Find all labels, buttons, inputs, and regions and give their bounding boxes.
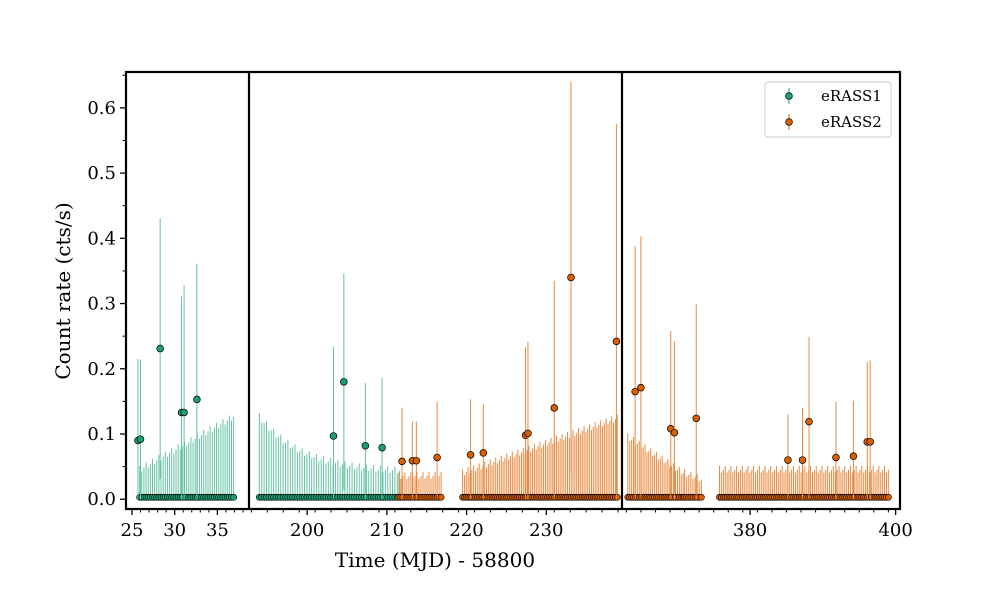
eRASS2-detection [524,429,532,438]
x-tick-label: 210 [370,520,404,541]
y-tick-label: 0.4 [87,228,116,249]
x-tick-label: 220 [449,520,483,541]
eRASS2-detection [398,457,406,466]
eRASS1-detection [180,408,188,417]
eRASS2-point [884,493,892,501]
x-tick-label: 400 [878,520,912,541]
eRASS2-detection [798,456,807,464]
eRASS2-detection [637,383,645,392]
eRASS2-detection [832,453,840,462]
eRASS1-detection [156,344,164,353]
y-tick-label: 0.3 [87,294,116,315]
eRASS1-detection [340,378,348,386]
panel-1-marks [134,218,238,501]
eRASS1-detection [193,395,201,404]
eRASS1-detection [361,441,370,450]
eRASS2-detection [692,414,700,423]
x-tick-label: 25 [121,520,144,541]
eRASS2-detection [412,456,421,465]
legend-label: eRASS1 [821,87,882,105]
eRASS2-detection [670,428,679,437]
eRASS2-point [437,493,445,501]
y-tick-label: 0.0 [87,489,116,510]
panel-frames [124,70,902,511]
x-tick-label: 35 [206,520,229,541]
legend: eRASS1 eRASS2 [764,81,892,138]
eRASS2-detection [550,404,559,412]
legend-box [764,81,892,138]
eRASS2-detection [849,452,858,460]
eRASS2-point [613,493,621,501]
panel-2-marks [255,81,621,501]
legend-marker-eRASS1 [785,92,793,100]
x-tick-label: 230 [529,520,563,541]
eRASS1-detection [378,443,386,452]
plot-frame [124,70,902,511]
y-axis-title: Count rate (cts/s) [51,202,75,379]
y-tick-label: 0.1 [87,424,116,445]
eRASS2-point [697,493,705,501]
eRASS2-detection [866,438,874,446]
eRASS2-detection [433,453,441,462]
chart-axes: 0.0 0.1 0.2 0.3 0.4 0.5 0.6 25 30 35 200 210 220 230 3… [87,74,913,541]
eRASS2-detection [466,451,475,459]
eRASS1-point [230,493,238,501]
y-tick-label: 0.5 [87,163,116,184]
eRASS2-detection [567,273,575,282]
eRASS2-detection [631,387,639,396]
eRASS2-detection [479,449,488,457]
eRASS2-detection [805,417,813,426]
chart-marks [134,81,892,501]
eRASS1-detection [329,432,338,440]
eRASS2-detection [784,456,792,464]
x-tick-label: 30 [163,520,186,541]
eRASS2-detection [612,337,621,346]
legend-label: eRASS2 [821,113,882,131]
y-tick-label: 0.6 [87,98,116,119]
y-tick-label: 0.2 [87,359,116,380]
x-tick-label: 200 [290,520,324,541]
x-axis-title: Time (MJD) - 58800 [335,548,535,572]
panel-3-marks [624,236,892,501]
x-tick-label: 380 [733,520,767,541]
eRASS1-detection [136,435,145,443]
legend-marker-eRASS2 [785,118,793,126]
